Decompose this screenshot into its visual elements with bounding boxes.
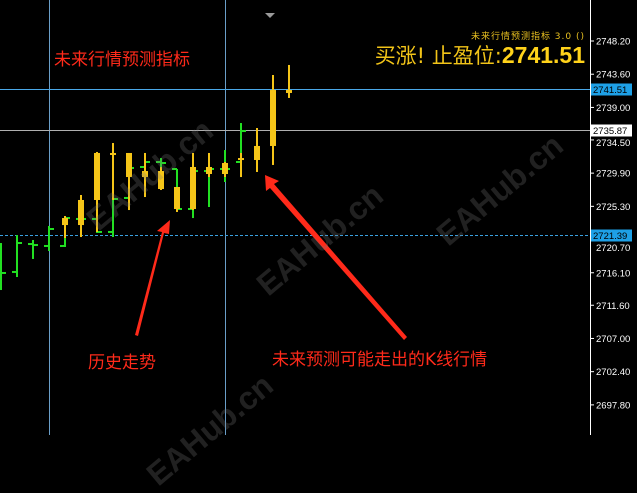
candle-body — [158, 171, 164, 190]
price-lines — [0, 89, 590, 236]
signal-text: 买涨! 止盈位:2741.51 — [375, 40, 585, 70]
indicator-label: 未来行情预测指标 3.0 () — [470, 32, 585, 42]
arrow-forecast — [265, 175, 407, 340]
y-tick-label: 2707.00 — [596, 334, 630, 345]
candle-body — [94, 152, 100, 200]
price-axis[interactable]: 2748.20 2743.60 2739.00 2734.50 2729.90 2725.… — [590, 37, 632, 436]
candle-body — [254, 145, 260, 160]
candle-body — [62, 218, 68, 226]
forecast-candle — [110, 143, 116, 200]
forecast-candle — [78, 195, 84, 238]
price-line-label-bg — [591, 229, 632, 242]
forecast-candle — [222, 162, 228, 178]
price-line-label-bg — [591, 83, 632, 96]
y-tick-label: 2702.40 — [596, 367, 630, 378]
forecast-candle — [238, 152, 244, 178]
history-bars — [0, 123, 246, 291]
candle-body — [142, 171, 148, 178]
y-tick-label: 2725.30 — [596, 202, 630, 213]
forecast-candle — [190, 152, 196, 211]
forecast-candle — [254, 128, 260, 172]
candle-body — [270, 90, 276, 146]
price-line-label-bg — [591, 124, 632, 137]
annotation-history: 历史走势 — [88, 353, 156, 373]
annotation-forecast: 未来预测可能走出的K线行情 — [272, 350, 488, 370]
history-bar — [44, 225, 54, 252]
forecast-candle — [62, 216, 68, 239]
y-tick-label: 2739.00 — [596, 103, 630, 114]
price-line-label: 2735.87 — [593, 126, 627, 137]
y-tick-label: 2716.10 — [596, 268, 630, 279]
y-tick-label: 2697.80 — [596, 400, 630, 411]
forecast-candle — [126, 152, 132, 211]
y-tick-label: 2743.60 — [596, 70, 630, 81]
y-tick-label: 2734.50 — [596, 138, 630, 149]
history-bar — [12, 235, 22, 278]
y-tick-label: 2748.20 — [596, 37, 630, 48]
candle-body — [174, 186, 180, 210]
forecast-candle — [158, 166, 164, 191]
candle-body — [190, 166, 196, 210]
candle-body — [206, 166, 212, 174]
price-line-label: 2721.39 — [593, 231, 627, 242]
signal-label: 买涨! 止盈位: — [374, 44, 502, 68]
grid — [49, 0, 226, 435]
forecast-candles — [62, 64, 292, 239]
candle-body — [78, 199, 84, 226]
y-tick-label: 2720.70 — [596, 243, 630, 254]
forecast-candle — [286, 64, 292, 98]
forecast-candle — [142, 152, 148, 198]
candle-body — [286, 90, 292, 93]
candle-body — [238, 158, 244, 161]
chart-title: 未来行情预测指标 — [54, 50, 190, 70]
forecast-candle — [94, 151, 100, 232]
history-bar — [28, 239, 38, 259]
forecast-candle — [174, 186, 180, 212]
forecast-candle — [206, 152, 212, 178]
annotation-arrows — [135, 175, 407, 340]
chart-shift-marker-icon[interactable] — [265, 13, 275, 18]
candle-body — [126, 152, 132, 178]
forecast-candle — [270, 75, 276, 165]
signal-value: 2741.51 — [501, 42, 585, 68]
candle-body — [110, 152, 116, 156]
y-tick-label: 2711.60 — [596, 301, 630, 312]
history-bar — [0, 243, 6, 291]
price-line-label: 2741.51 — [593, 85, 627, 96]
y-tick-label: 2729.90 — [596, 169, 630, 180]
y-tick-label: 2693.20 — [596, 434, 630, 435]
price-chart[interactable]: 2748.20 2743.60 2739.00 2734.50 2729.90 2725.… — [0, 0, 637, 435]
arrow-history — [135, 220, 170, 336]
candle-body — [222, 163, 228, 174]
